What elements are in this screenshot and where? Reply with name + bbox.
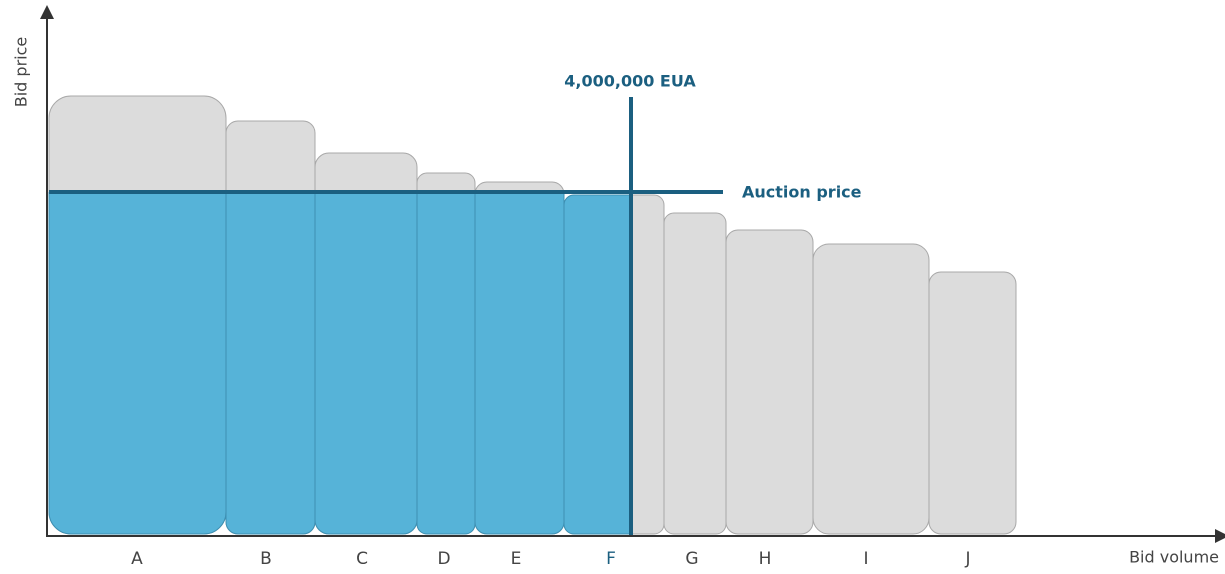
accepted-bid-bar [563, 194, 631, 535]
y-axis-label: Bid price [12, 37, 31, 107]
bid-label: F [606, 549, 616, 569]
bid-label: H [759, 549, 772, 569]
accepted-bid-bar [416, 192, 476, 535]
bid-bar [663, 212, 727, 535]
bid-label: J [964, 549, 970, 569]
bid-label: E [511, 549, 522, 569]
bid-labels: A B C D E F G H I J [131, 549, 970, 569]
bid-label: B [260, 549, 272, 569]
bid-bar [812, 243, 930, 535]
volume-label: 4,000,000 EUA [564, 72, 696, 91]
accepted-bid-bar [314, 192, 418, 535]
bid-label: I [863, 549, 868, 569]
auction-price-label: Auction price [742, 183, 862, 202]
x-axis-label: Bid volume [1129, 548, 1219, 567]
bid-label: G [685, 549, 698, 569]
bid-label: A [131, 549, 143, 569]
accepted-bid-bar [474, 192, 565, 535]
bid-label: C [356, 549, 368, 569]
bid-bar [928, 271, 1017, 535]
accepted-bids [48, 192, 631, 535]
bid-bar [725, 229, 814, 535]
bid-label: D [437, 549, 450, 569]
